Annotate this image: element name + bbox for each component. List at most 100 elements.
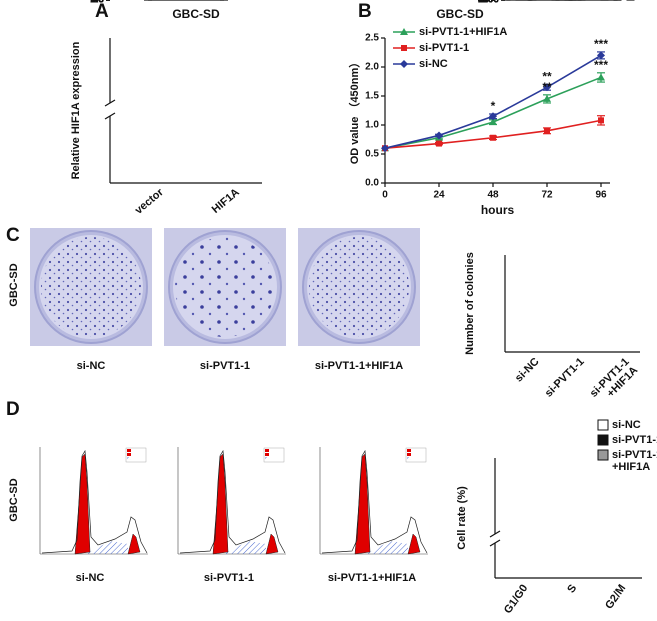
- y-axis-label: OD value （450nm）: [348, 57, 361, 165]
- significance-label: ***: [543, 0, 557, 6]
- colony-plate: [163, 227, 287, 347]
- legend-swatch: [597, 449, 609, 461]
- legend-marker: [400, 28, 408, 35]
- colony-plate: [29, 227, 153, 347]
- image-caption: si-PVT1-1: [204, 572, 254, 584]
- y-axis-label: Relative HIF1A expression: [70, 41, 82, 179]
- x-tick-label: 24: [433, 190, 445, 201]
- panel-label: D: [6, 399, 20, 420]
- x-tick-label: si-NC: [513, 356, 542, 385]
- y-tick-label: 60: [478, 0, 490, 6]
- marker: [489, 118, 497, 126]
- legend-label: si-NC: [612, 419, 641, 431]
- axis-break: [104, 112, 116, 120]
- row-label: GBC-SD: [8, 263, 20, 306]
- y-tick-label: 5: [483, 0, 489, 6]
- legend-label: si-NC: [419, 58, 448, 70]
- y-tick-label: 1.5: [365, 91, 379, 102]
- significance-label: *: [573, 0, 578, 6]
- x-tick-label: S: [565, 583, 579, 596]
- y-axis-label: Cell rate (%): [456, 486, 468, 550]
- significance-label: *: [491, 99, 496, 113]
- y-tick-label: 2.5: [365, 33, 379, 44]
- panel-label: A: [95, 1, 109, 22]
- significance-label: *: [560, 0, 565, 6]
- axis-break: [489, 539, 501, 547]
- image-caption: si-PVT1-1+HIF1A: [315, 360, 403, 372]
- y-tick-label: 20: [478, 0, 490, 6]
- image-caption: si-PVT1-1+HIF1A: [328, 572, 416, 584]
- y-tick-label: 100: [482, 0, 499, 6]
- marker: [597, 51, 605, 60]
- chart-title: GBC-SD: [172, 7, 220, 21]
- image-caption: si-NC: [77, 360, 106, 372]
- y-tick-label: 40: [93, 0, 105, 6]
- marker: [597, 73, 605, 81]
- panel-label: C: [6, 225, 20, 246]
- flow-histogram: [29, 441, 153, 568]
- y-tick-label: 0.5: [365, 149, 379, 160]
- legend-label: si-PVT1-1+HIF1A: [419, 26, 507, 38]
- marker: [543, 94, 551, 102]
- significance-label: *: [511, 0, 516, 6]
- x-axis-label: hours: [481, 203, 515, 217]
- y-tick-label: 10: [478, 0, 490, 6]
- y-tick-label: 200: [482, 0, 499, 6]
- y-tick-label: 400: [482, 0, 499, 6]
- significance-label: **: [542, 80, 552, 94]
- x-tick-label: 48: [487, 190, 499, 201]
- x-tick-label: si-PVT1-1: [543, 356, 587, 400]
- y-tick-label: 0: [493, 0, 499, 6]
- y-axis-label: Number of colonies: [464, 252, 476, 355]
- x-tick-label: vector: [133, 186, 167, 217]
- y-tick-label: 1.0: [90, 0, 104, 6]
- legend-label: si-PVT1-1: [419, 42, 469, 54]
- marker: [489, 112, 497, 121]
- x-tick-label: 96: [595, 190, 607, 201]
- image-caption: si-NC: [76, 572, 105, 584]
- flow-histogram: [309, 441, 433, 568]
- marker: [598, 117, 604, 124]
- y-tick-label: 1.0: [365, 120, 379, 131]
- legend-swatch: [597, 419, 609, 431]
- significance-label: **: [590, 0, 600, 6]
- marker: [381, 144, 389, 153]
- marker: [544, 127, 550, 134]
- significance-label: ***: [594, 37, 608, 51]
- marker: [543, 83, 551, 92]
- panel-label: B: [358, 1, 372, 22]
- x-tick-label: G1/G0: [502, 583, 530, 616]
- legend-swatch: [597, 434, 609, 446]
- colony-plate: [297, 227, 421, 347]
- y-tick-label: 0.0: [90, 0, 104, 6]
- significance-label: **: [542, 70, 552, 84]
- y-tick-label: 300: [482, 0, 499, 6]
- y-tick-label: 0.0: [365, 178, 379, 189]
- significance-label: ***: [594, 58, 608, 72]
- marker: [435, 131, 443, 140]
- marker: [436, 140, 442, 147]
- x-tick-label: HIF1A: [210, 186, 242, 216]
- row-label: GBC-SD: [8, 478, 20, 521]
- x-tick-label: 72: [541, 190, 553, 201]
- x-tick-label: si-PVT1-1+HIF1A: [588, 356, 641, 409]
- y-tick-label: 0: [483, 0, 489, 6]
- y-tick-label: 70: [478, 0, 490, 6]
- flow-histogram: [167, 441, 291, 568]
- legend-marker: [401, 45, 407, 51]
- y-tick-label: 20: [93, 0, 105, 6]
- y-tick-label: 80: [478, 0, 490, 6]
- legend-label: si-PVT1-1+HIF1A: [612, 449, 657, 473]
- y-tick-label: 1.5: [90, 0, 104, 6]
- chart-title: GBC-SD: [436, 7, 484, 21]
- y-tick-label: 2.0: [90, 0, 104, 6]
- image-caption: si-PVT1-1: [200, 360, 250, 372]
- significance-label: *: [524, 0, 529, 6]
- y-tick-label: 2.0: [365, 62, 379, 73]
- marker: [490, 134, 496, 141]
- legend-label: si-PVT1-1: [612, 434, 657, 446]
- y-tick-label: 30: [478, 0, 490, 6]
- x-tick-label: 0: [382, 190, 388, 201]
- y-tick-label: 0.5: [90, 0, 104, 6]
